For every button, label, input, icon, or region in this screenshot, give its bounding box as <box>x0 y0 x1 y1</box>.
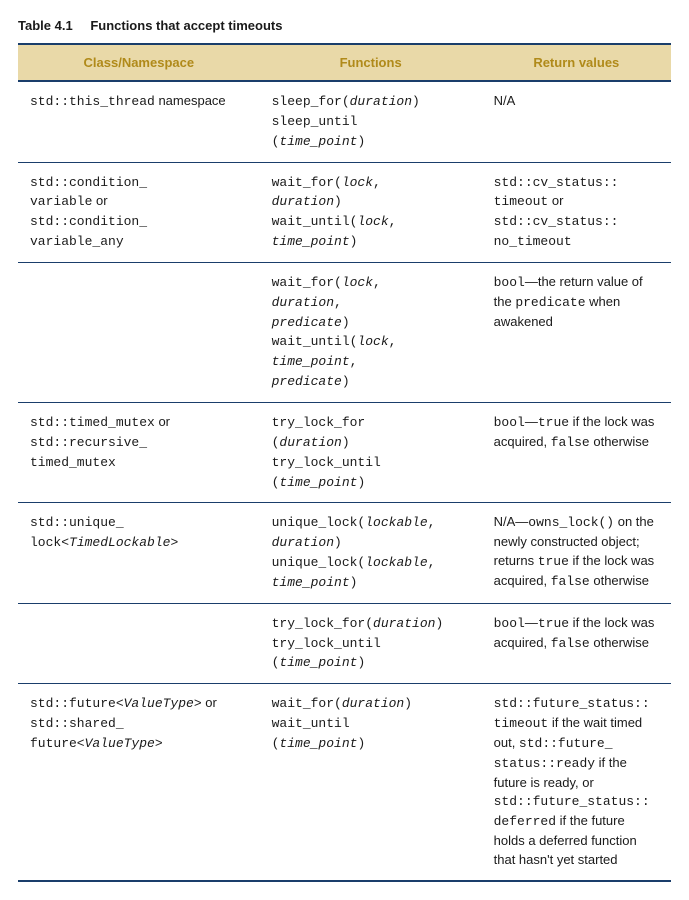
table-row: std::this_thread namespace sleep_for(dur… <box>18 81 671 162</box>
header-functions: Functions <box>260 44 482 81</box>
cell-return-values: std::cv_status::timeout orstd::cv_status… <box>482 162 671 262</box>
cell-return-values: bool—the return value of the predicate w… <box>482 262 671 402</box>
table-row: std::condition_variable orstd::condition… <box>18 162 671 262</box>
cell-functions: wait_for(lock,duration,predicate)wait_un… <box>260 262 482 402</box>
table-number: Table 4.1 <box>18 18 73 33</box>
table-row: std::future<ValueType> orstd::shared_fut… <box>18 684 671 881</box>
table-row: wait_for(lock,duration,predicate)wait_un… <box>18 262 671 402</box>
cell-functions: try_lock_for(duration)try_lock_until(tim… <box>260 603 482 684</box>
cell-class-namespace: std::condition_variable orstd::condition… <box>18 162 260 262</box>
table-row: std::timed_mutex orstd::recursive_timed_… <box>18 402 671 502</box>
cell-return-values: N/A—owns_lock() on the newly constructed… <box>482 503 671 603</box>
cell-return-values: bool—true if the lock was acquired, fals… <box>482 402 671 502</box>
cell-class-namespace: std::future<ValueType> orstd::shared_fut… <box>18 684 260 881</box>
cell-class-namespace: std::unique_lock<TimedLockable> <box>18 503 260 603</box>
cell-return-values: bool—true if the lock was acquired, fals… <box>482 603 671 684</box>
table-header-row: Class/Namespace Functions Return values <box>18 44 671 81</box>
timeout-functions-table: Class/Namespace Functions Return values … <box>18 43 671 882</box>
cell-class-namespace: std::timed_mutex orstd::recursive_timed_… <box>18 402 260 502</box>
table-row: try_lock_for(duration)try_lock_until(tim… <box>18 603 671 684</box>
table-row: std::unique_lock<TimedLockable> unique_l… <box>18 503 671 603</box>
cell-functions: try_lock_for(duration)try_lock_until(tim… <box>260 402 482 502</box>
cell-class-namespace <box>18 262 260 402</box>
cell-functions: unique_lock(lockable,duration)unique_loc… <box>260 503 482 603</box>
cell-class-namespace: std::this_thread namespace <box>18 81 260 162</box>
cell-functions: wait_for(duration)wait_until(time_point) <box>260 684 482 881</box>
cell-functions: wait_for(lock,duration)wait_until(lock,t… <box>260 162 482 262</box>
table-title: Functions that accept timeouts <box>90 18 282 33</box>
cell-class-namespace <box>18 603 260 684</box>
cell-functions: sleep_for(duration)sleep_until(time_poin… <box>260 81 482 162</box>
cell-return-values: N/A <box>482 81 671 162</box>
header-class-namespace: Class/Namespace <box>18 44 260 81</box>
cell-return-values: std::future_status::timeout if the wait … <box>482 684 671 881</box>
header-return-values: Return values <box>482 44 671 81</box>
table-caption: Table 4.1 Functions that accept timeouts <box>18 18 671 33</box>
